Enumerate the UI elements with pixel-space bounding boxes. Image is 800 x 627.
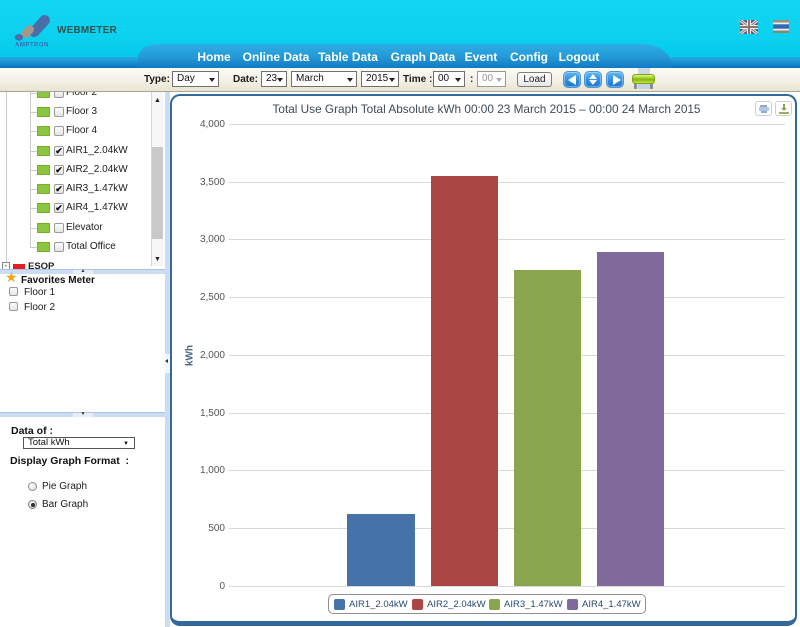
svg-text:AMPTRON: AMPTRON xyxy=(15,43,49,49)
